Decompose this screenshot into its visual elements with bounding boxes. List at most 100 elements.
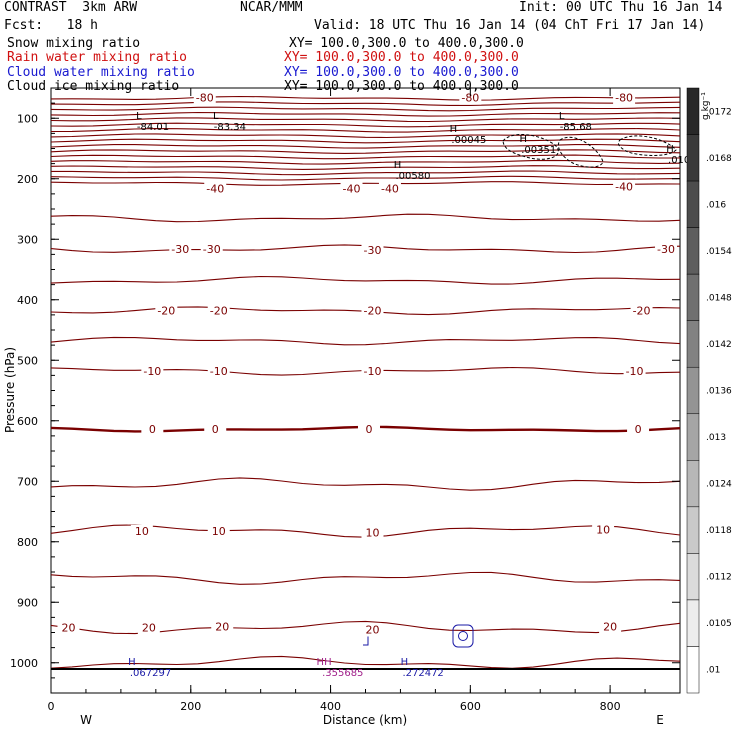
isotherm-line — [50, 128, 681, 133]
cloud-water-contour — [458, 631, 468, 641]
contour-label: 20 — [142, 622, 156, 635]
contour-label-bg — [599, 620, 622, 634]
colorbar-tick-label: .0105 — [706, 619, 732, 629]
extremum-value: .00351 — [521, 145, 556, 156]
extremum-mark: H — [450, 124, 458, 135]
header-init: Init: 00 UTC Thu 16 Jan 14 — [519, 0, 723, 15]
extremum-mark: H — [666, 144, 674, 155]
isotherm-line — [50, 477, 681, 491]
contour-label: -40 — [206, 182, 224, 195]
y-tick-label: 600 — [17, 415, 38, 428]
extremum-value: -84.01 — [137, 122, 169, 133]
contour-label: -40 — [381, 182, 399, 195]
x-tick-label: 600 — [460, 700, 481, 713]
contour-label: -30 — [364, 244, 382, 257]
cloud-contours — [363, 134, 677, 648]
isotherm-line — [50, 175, 681, 181]
colorbar-tick-label: .0142 — [706, 340, 732, 350]
contour-label: -80 — [615, 92, 633, 105]
contour-label-bg — [57, 621, 80, 635]
extrema-labels: L-84.01L-83.34L-85.68H.00045 H.00351H.005… — [128, 111, 690, 679]
isotherm-line — [50, 165, 681, 170]
contour-label-bg — [378, 182, 401, 196]
contour-label: -40 — [343, 182, 361, 195]
isotherm-line — [50, 336, 681, 346]
colorbar-swatch — [686, 366, 700, 415]
y-tick-label: 1000 — [10, 657, 38, 670]
contour-label-bg — [361, 365, 384, 379]
y-tick-label: 700 — [17, 475, 38, 488]
isotherm-line — [50, 149, 681, 154]
contour-label: -10 — [364, 365, 382, 378]
contour-label-bg — [141, 365, 164, 379]
colorbar-tick-label: .0168 — [706, 154, 732, 164]
contour-label: 0 — [365, 423, 372, 436]
extremum-value: -85.68 — [560, 122, 592, 133]
isotherm-line — [50, 143, 681, 149]
contour-label: -10 — [626, 365, 644, 378]
y-tick-label: 200 — [17, 173, 38, 186]
extremum-mark: L — [136, 111, 142, 122]
contour-label-bg — [207, 524, 230, 538]
cloud-ice-contour — [617, 135, 677, 156]
extremum-mark: H — [401, 657, 409, 668]
colorbar-tick-label: .0172 — [706, 107, 732, 117]
isotherm-line — [50, 138, 681, 144]
y-tick-label: 100 — [17, 112, 38, 125]
contour-label-bg — [592, 523, 615, 537]
legend-cloudwater-label: Cloud water mixing ratio — [7, 65, 195, 80]
y-axis-label: Pressure (hPa) — [3, 347, 17, 433]
x-end-right: E — [656, 713, 664, 727]
header-title: CONTRAST 3km ARW — [4, 0, 138, 15]
x-end-left: W — [80, 713, 92, 727]
contour-label-bg — [459, 91, 482, 105]
x-tick-label: 200 — [180, 700, 201, 713]
contour-label-bg — [130, 524, 153, 538]
extremum-mark: HH — [317, 657, 332, 668]
legend-snow-label: Snow mixing ratio — [7, 36, 141, 51]
contour-label-bg — [137, 621, 160, 635]
extremum-value: .00580 — [395, 171, 430, 182]
contour-label: -10 — [210, 365, 228, 378]
contour-label: 0 — [635, 423, 642, 436]
isotherm-line — [50, 275, 681, 285]
isotherm-line — [50, 133, 681, 139]
extremum-value: -83.34 — [214, 122, 246, 133]
contour-label: -20 — [364, 305, 382, 318]
contour-label-bg — [361, 304, 384, 318]
contour-label: -10 — [143, 365, 161, 378]
y-tick-label: 400 — [17, 294, 38, 307]
contour-label: 20 — [215, 620, 229, 633]
isotherm-line — [50, 101, 681, 106]
colorbar-tick-label: .0148 — [706, 293, 732, 303]
colorbar-swatch — [686, 273, 700, 321]
contour-label-bg — [204, 182, 227, 196]
contour-label: 0 — [149, 423, 156, 436]
colorbar-tick-label: .0154 — [706, 247, 732, 257]
colorbar-tick-label: .016 — [706, 200, 726, 210]
x-axis-label: Distance (km) — [323, 713, 407, 727]
contour-label-bg — [207, 365, 230, 379]
extremum-mark: H — [519, 134, 527, 145]
isotherm-line — [50, 106, 681, 112]
colorbar-tick-label: .0124 — [706, 480, 732, 490]
contour-label-bg — [623, 365, 646, 379]
contour-label-bg — [630, 304, 653, 318]
isotherm-line — [51, 170, 681, 176]
y-tick-label: 500 — [17, 354, 38, 367]
contour-label: -20 — [157, 305, 175, 318]
extremum-mark: L — [213, 111, 219, 122]
legend-cloudwater-xy: XY= 100.0,300.0 to 400.0,300.0 — [284, 65, 519, 80]
contour-label-bg — [204, 423, 227, 437]
colorbar-unit: g kg⁻¹ — [701, 92, 711, 120]
extremum-value: .355685 — [322, 668, 363, 679]
isotherm-line — [50, 95, 681, 101]
header-fcst: Fcst: 18 h — [4, 18, 98, 33]
x-tick-label: 400 — [320, 700, 341, 713]
isotherm-line — [50, 181, 681, 186]
contour-label-bg — [361, 526, 384, 540]
contour-label: -30 — [203, 243, 221, 256]
contour-label: 10 — [212, 525, 226, 538]
contour-label: 10 — [596, 524, 610, 537]
